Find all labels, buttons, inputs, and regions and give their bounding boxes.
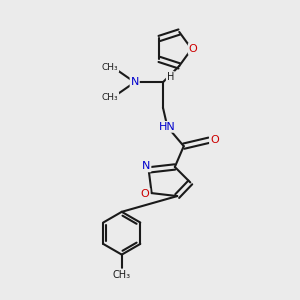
Text: O: O bbox=[189, 44, 197, 54]
Text: N: N bbox=[130, 77, 139, 87]
Text: O: O bbox=[210, 135, 219, 145]
Text: H: H bbox=[167, 72, 174, 82]
Text: HN: HN bbox=[159, 122, 176, 132]
Text: CH₃: CH₃ bbox=[102, 93, 118, 102]
Text: O: O bbox=[141, 189, 149, 199]
Text: CH₃: CH₃ bbox=[113, 269, 131, 280]
Text: N: N bbox=[142, 161, 151, 171]
Text: CH₃: CH₃ bbox=[102, 63, 118, 72]
